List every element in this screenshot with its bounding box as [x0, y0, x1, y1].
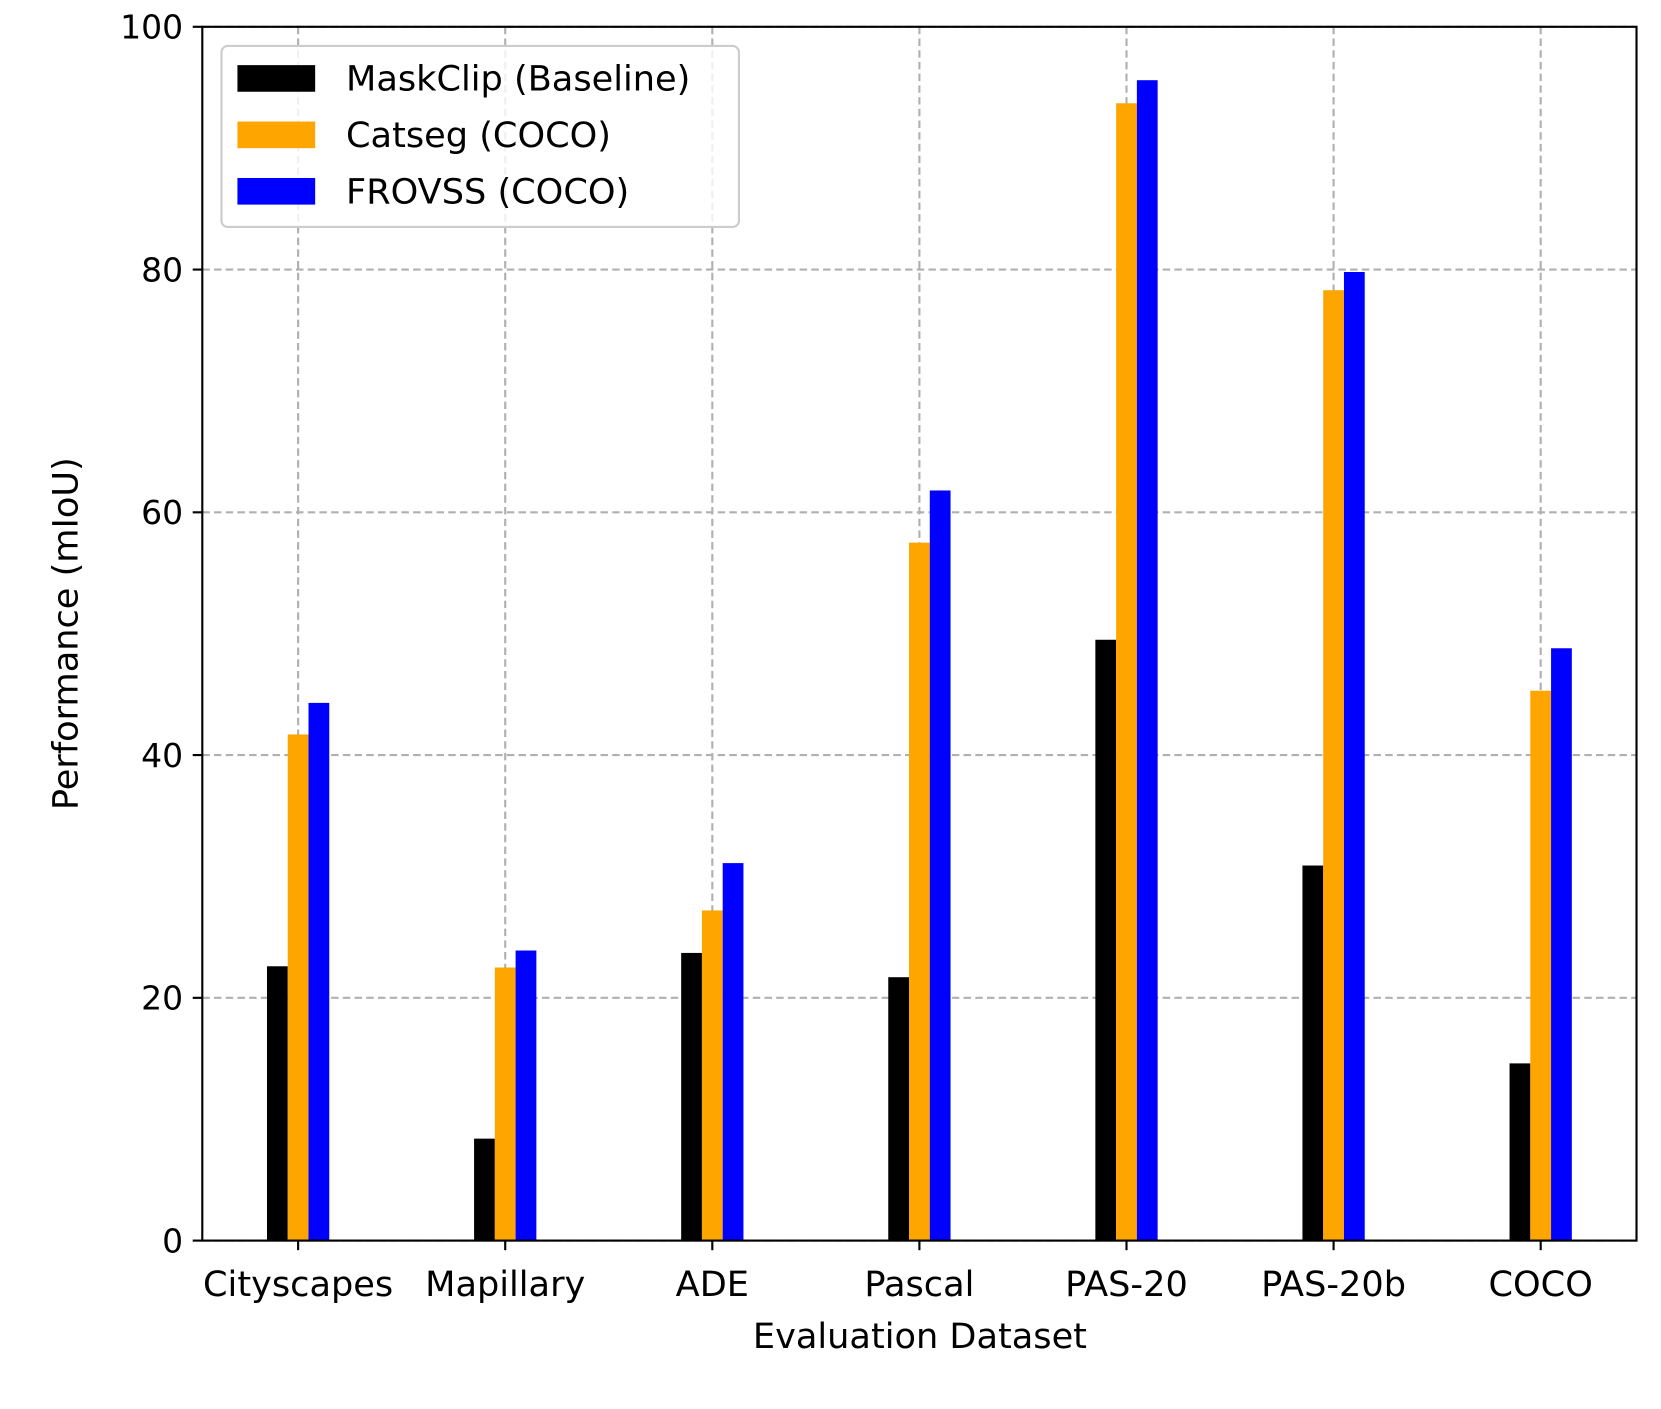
legend-label: FROVSS (COCO) [346, 172, 629, 213]
y-tick-label: 20 [141, 979, 183, 1018]
legend-swatch [237, 121, 316, 149]
x-tick-label: COCO [1489, 1264, 1593, 1305]
legend-swatch [237, 65, 316, 92]
bar-frovss-coco [308, 702, 330, 1241]
bar-frovss-coco [1343, 271, 1365, 1241]
bar-maskclip-baseline [1095, 639, 1117, 1241]
bar-maskclip-baseline [888, 977, 910, 1241]
bar-frovss-coco [515, 950, 537, 1241]
bar-catseg-coco [1530, 690, 1552, 1241]
x-tick-label: PAS-20 [1065, 1264, 1188, 1305]
x-tick-label: ADE [676, 1264, 749, 1305]
bar-maskclip-baseline [1302, 865, 1324, 1241]
bar-frovss-coco [929, 490, 951, 1241]
y-tick-label: 40 [141, 736, 183, 775]
y-tick-label: 80 [141, 250, 183, 289]
y-tick-label: 60 [141, 493, 183, 532]
x-tick-label: Mapillary [425, 1264, 585, 1305]
x-axis: Cityscapes Mapillary ADE Pascal PAS-20 PAS-20… [203, 1240, 1593, 1305]
bar-frovss-coco [1136, 80, 1158, 1241]
y-tick-label: 0 [162, 1221, 183, 1260]
legend-label: MaskClip (Baseline) [346, 59, 690, 100]
x-tick-label: Pascal [864, 1264, 974, 1305]
bar-frovss-coco [722, 863, 744, 1241]
legend-swatch [237, 177, 316, 205]
bar-maskclip-baseline [681, 952, 702, 1241]
x-tick-label: Cityscapes [203, 1264, 393, 1305]
x-axis-label: Evaluation Dataset [753, 1316, 1087, 1357]
bar-maskclip-baseline [266, 966, 288, 1241]
bars [266, 80, 1572, 1241]
bar-frovss-coco [1551, 648, 1572, 1241]
bar-catseg-coco [494, 967, 516, 1241]
y-axis-label: Performance (mIoU) [46, 457, 87, 810]
y-axis: 0 20 40 60 80 100 [120, 8, 203, 1260]
legend-label: Catseg (COCO) [346, 115, 611, 156]
bar-maskclip-baseline [474, 1138, 495, 1241]
bar-catseg-coco [909, 542, 930, 1241]
bar-catseg-coco [1323, 290, 1344, 1241]
bar-catseg-coco [1116, 103, 1137, 1241]
legend: MaskClip (Baseline) Catseg (COCO) FROVSS (… [220, 44, 740, 229]
bar-catseg-coco [701, 910, 723, 1241]
x-tick-label: PAS-20b [1261, 1264, 1406, 1305]
y-tick-label: 100 [120, 8, 183, 47]
bar-maskclip-baseline [1509, 1063, 1531, 1241]
bar-catseg-coco [287, 734, 309, 1241]
